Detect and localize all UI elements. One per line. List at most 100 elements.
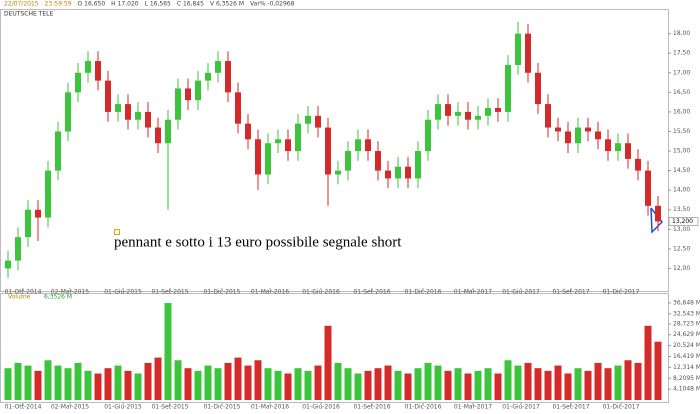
candle-body [165,119,171,144]
y-tick-label: 14,50 [673,167,690,174]
volume-bar [244,365,252,400]
candle-body [325,127,331,175]
candle-body [5,260,11,269]
candle-body [95,61,101,81]
x-tick-label: 01-Giu-2015 [104,404,142,411]
volume-bar [404,373,412,400]
y-tick-label: 36,648 M [673,299,700,306]
x-tick-label: 01-Mar-2017 [454,404,492,411]
y-tick-label: 28,723 M [673,320,700,327]
y-tick-label: 12,50 [673,245,690,252]
candle-body [335,170,341,175]
candle-body [635,158,641,171]
x-tick-label: 02-Mar-2015 [51,404,89,411]
volume-bar [194,370,202,400]
candle-body [195,80,201,101]
x-tick-label: 01-Set-2015 [151,289,188,296]
volume-bar [124,370,132,400]
y-tick-label: 13,00 [673,226,690,233]
candle-body [225,61,231,93]
candle-body [475,115,481,120]
candle-body [615,143,621,152]
candle-body [305,115,311,124]
candle-body [205,72,211,81]
volume-bar [4,368,12,400]
candle-body [375,151,381,171]
y-tick-label: 16,50 [673,89,690,96]
candle-body [55,131,61,171]
volume-bar [454,368,462,400]
candle-body [185,88,191,101]
volume-bar [304,370,312,400]
volume-bar [444,370,452,400]
volume-bar [44,360,52,400]
candle-body [555,127,561,132]
volume-bar [364,370,372,400]
candle-body [125,104,131,120]
volume-bar [604,368,612,400]
y-tick-label: 32,543 M [673,310,700,317]
candle-body [645,170,651,206]
volume-bar [494,373,502,400]
y-tick-label: 20,524 M [673,342,700,349]
x-tick-label: 01-Giu-2015 [104,289,142,296]
candle-body [235,92,241,124]
volume-bar [474,370,482,400]
x-tick-label: 01-Giu-2017 [502,404,540,411]
x-tick-label: 01-Dic-2016 [405,404,442,411]
candle-body [525,33,531,73]
volume-bar [74,362,82,400]
candle-body [415,151,421,179]
volume-bar [614,365,622,400]
candle-body [385,170,391,179]
y-tick-label: 4,1048 M [673,386,700,393]
candle-body [255,139,261,175]
candle-body [605,139,611,152]
y-tick-label: 15,50 [673,128,690,135]
candle-body [135,111,141,120]
header-field: H 17,020 [111,1,139,8]
candle-body [145,111,151,128]
candle-body [345,151,351,171]
y-tick-label: 8,2095 M [673,375,700,382]
volume-bar [594,362,602,400]
y-tick-label: 15,00 [673,148,690,155]
volume-bar [104,368,112,400]
header-field: L 16,565 [145,1,171,8]
header-field: Var% -0,02968 [250,1,295,8]
last-price-box [668,217,699,226]
x-tick-label: 01-Mar-2016 [251,404,289,411]
volume-bar [154,357,162,400]
candle-body [295,123,301,152]
volume-bar [64,368,72,400]
volume-bar [564,373,572,400]
x-tick-label: 01-Ott-2014 [5,404,42,411]
volume-bar [164,303,172,400]
x-tick-label: 01-Set-2017 [552,404,589,411]
volume-bar [34,370,42,400]
volume-bar [374,368,382,400]
y-tick-label: 12,314 M [673,364,700,371]
volume-bar [464,373,472,400]
candle-body [405,166,411,179]
candle-body [25,209,31,238]
volume-bar [294,368,302,400]
volume-bar [284,373,292,400]
candle-body [215,61,221,73]
candle-body [575,127,581,144]
y-tick-label: 24,629 M [673,331,700,338]
candle-body [85,61,91,73]
x-tick-label: 01-Dic-2017 [603,289,640,296]
candle-body [625,143,631,159]
volume-bar [534,368,542,400]
annotation-marker [114,229,120,235]
last-price-label: 13,200 [672,218,693,225]
volume-bar [204,365,212,400]
header-field: V 6,3526 M [210,1,244,8]
candle-body [535,72,541,105]
x-tick-label: 01-Giu-2016 [302,289,340,296]
volume-bar [114,365,122,400]
volume-bar [584,370,592,400]
